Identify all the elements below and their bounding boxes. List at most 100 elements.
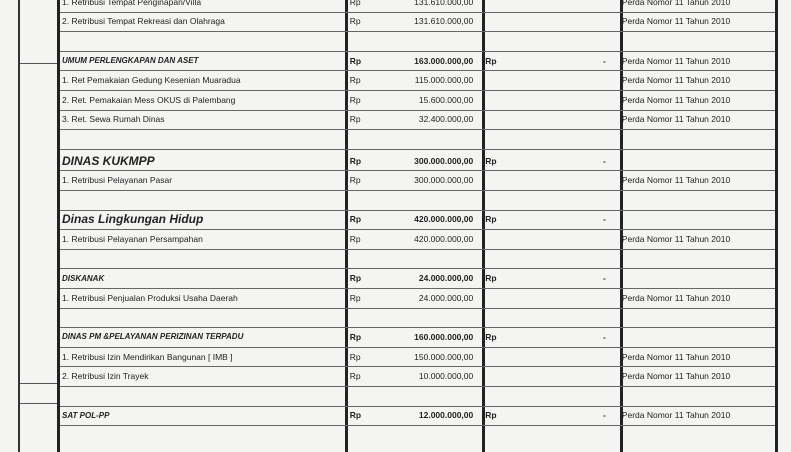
legal-basis: Perda Nomor 11 Tahun 2010 [621, 16, 731, 27]
currency: Rp [349, 114, 361, 125]
row-label: 2. Retribusi Izin Trayek [62, 371, 149, 382]
currency: Rp [349, 0, 361, 7]
table-row: 1. Retribusi Penjualan Produksi Usaha Da… [60, 288, 775, 309]
amount-cell: Rp 420.000.000,00 [344, 234, 480, 244]
table-row: 1. Retribusi Pelayanan Pasar Rp 300.000.0… [60, 170, 775, 191]
dash: - [602, 410, 606, 421]
amount-cell: Rp 115.000.000,00 [344, 75, 480, 85]
table-row: DINAS KUKMPP Rp 300.000.000,00 Rp - [60, 151, 775, 172]
row-label: UMUM PERLENGKAPAN DAN ASET [62, 56, 199, 66]
column-divider [482, 0, 485, 452]
amount: 300.000.000,00 [414, 175, 474, 186]
column-divider [620, 0, 623, 452]
amount-cell: Rp 15.600.000,00 [344, 95, 480, 105]
row-label: 1. Retribusi Pelayanan Persampahan [62, 233, 203, 244]
currency: Rp [485, 410, 497, 421]
table-row: 1. Ret Pemakaian Gedung Kesenian Muaradu… [60, 70, 775, 91]
table-row: SAT POL-PP Rp 12.000.000,00 Rp - Perda Nom… [60, 406, 775, 427]
currency: Rp [349, 371, 361, 382]
dash: - [602, 155, 606, 166]
legal-basis: Perda Nomor 11 Tahun 2010 [621, 75, 731, 86]
table-row: 1. Retribusi Pelayanan Persampahan Rp 420… [60, 229, 775, 250]
amount: 24.000.000,00 [418, 273, 474, 284]
divider [20, 383, 57, 384]
amount: 420.000.000,00 [414, 233, 474, 244]
row-label: DINAS PM &PELAYANAN PERIZINAN TERPADU [62, 332, 244, 342]
dash: - [602, 331, 606, 342]
column-divider [345, 0, 348, 452]
table-row [60, 190, 775, 211]
amount-cell: Rp 24.000.000,00 [344, 273, 480, 283]
table-row: 2. Ret. Pemakaian Mess OKUS di Palembang… [60, 90, 775, 111]
row-label: 1. Retribusi Tempat Penginapan/Villa [62, 0, 202, 7]
currency: Rp [349, 155, 362, 166]
realization-cell: Rp - [479, 273, 616, 283]
amount-cell: Rp 300.000.000,00 [344, 175, 480, 185]
table-border [18, 0, 20, 452]
currency: Rp [349, 410, 362, 421]
legal-basis: Perda Nomor 11 Tahun 2010 [621, 371, 731, 382]
dash: - [602, 214, 606, 225]
table-row [60, 249, 775, 270]
table-row: UMUM PERLENGKAPAN DAN ASET Rp 163.000.000… [60, 51, 775, 72]
amount: 150.000.000,00 [414, 351, 474, 362]
row-label: 1. Retribusi Pelayanan Pasar [62, 175, 173, 186]
legal-basis: Perda Nomor 11 Tahun 2010 [621, 292, 731, 303]
table-row [60, 308, 775, 329]
column-divider [57, 0, 60, 452]
legal-basis: Perda Nomor 11 Tahun 2010 [621, 410, 731, 421]
amount-cell: Rp 10.000.000,00 [344, 371, 480, 381]
row-label: 3. Ret. Sewa Rumah Dinas [62, 114, 165, 125]
legal-basis: Perda Nomor 11 Tahun 2010 [621, 55, 731, 66]
row-label: DISKANAK [62, 273, 105, 283]
legal-basis: Perda Nomor 11 Tahun 2010 [621, 114, 731, 125]
legal-basis: Perda Nomor 11 Tahun 2010 [621, 0, 731, 7]
currency: Rp [485, 214, 497, 225]
row-label: 1. Ret Pemakaian Gedung Kesenian Muaradu… [62, 75, 241, 86]
realization-cell: Rp - [479, 410, 616, 420]
amount: 160.000.000,00 [414, 331, 474, 342]
amount-cell: Rp 24.000.000,00 [344, 293, 480, 303]
amount: 12.000.000,00 [418, 410, 474, 421]
legal-basis: Perda Nomor 11 Tahun 2010 [621, 351, 731, 362]
amount: 15.600.000,00 [418, 94, 474, 105]
amount-cell: Rp 420.000.000,00 [344, 214, 480, 224]
currency: Rp [349, 94, 361, 105]
table-row [60, 31, 775, 52]
amount: 131.610.000,00 [414, 16, 474, 27]
realization-cell: Rp - [479, 156, 616, 166]
table-row [60, 129, 775, 150]
currency: Rp [349, 351, 361, 362]
currency: Rp [485, 273, 497, 284]
row-label: 2. Retribusi Tempat Rekreasi dan Olahrag… [62, 16, 225, 27]
row-label: 1. Retribusi Izin Mendirikan Bangunan [ … [62, 351, 233, 362]
amount: 300.000.000,00 [414, 155, 474, 166]
row-label: 2. Ret. Pemakaian Mess OKUS di Palembang [62, 94, 236, 105]
row-label: SAT POL-PP [62, 410, 110, 420]
amount-cell: Rp 163.000.000,00 [344, 56, 480, 66]
currency: Rp [349, 273, 362, 284]
table-row: DINAS PM &PELAYANAN PERIZINAN TERPADU Rp… [60, 327, 775, 348]
currency: Rp [349, 175, 361, 186]
amount: 163.000.000,00 [414, 55, 474, 66]
legal-basis: Perda Nomor 11 Tahun 2010 [621, 233, 731, 244]
amount: 32.400.000,00 [418, 114, 474, 125]
divider [20, 403, 57, 404]
legal-basis: Perda Nomor 11 Tahun 2010 [621, 175, 731, 186]
amount: 115.000.000,00 [414, 75, 474, 86]
currency: Rp [349, 331, 362, 342]
currency: Rp [485, 55, 497, 66]
amount: 131.610.000,00 [414, 0, 474, 7]
row-label: Dinas Lingkungan Hidup [62, 212, 204, 227]
realization-cell: Rp - [479, 214, 616, 224]
amount-cell: Rp 300.000.000,00 [344, 156, 480, 166]
currency: Rp [349, 214, 362, 225]
currency: Rp [349, 75, 361, 86]
realization-cell: Rp - [479, 332, 616, 342]
amount: 420.000.000,00 [414, 214, 474, 225]
amount: 24.000.000,00 [418, 292, 474, 303]
column-divider [775, 0, 778, 452]
amount-cell: Rp 150.000.000,00 [344, 352, 480, 362]
amount: 10.000.000,00 [418, 371, 474, 382]
amount-cell: Rp 131.610.000,00 [344, 16, 480, 26]
